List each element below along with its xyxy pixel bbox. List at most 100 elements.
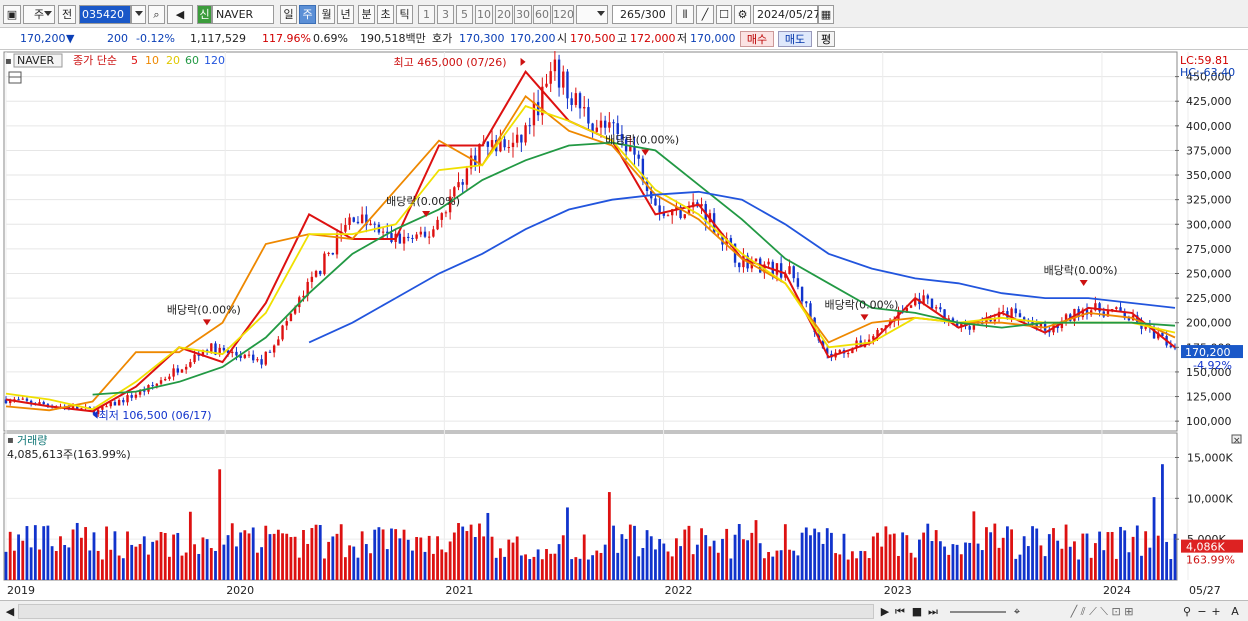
candle-type-icon[interactable]: ⫴ [676,5,694,24]
new-badge[interactable]: 신 [197,5,212,24]
tab-tick[interactable]: 틱 [396,5,413,24]
font-size-icon[interactable]: A [1231,605,1239,618]
interval-custom-select[interactable] [576,5,608,24]
tab-second[interactable]: 초 [377,5,394,24]
volume-bar [151,541,155,580]
candle-body [164,379,167,381]
volume-bar [163,533,167,580]
volume-bar [444,552,448,580]
candle-body [574,93,578,105]
volume-bar [67,547,71,580]
draw-tool-icon[interactable]: ╱ [696,5,714,24]
candle-body [968,326,971,330]
stop-icon[interactable]: ■ [911,605,923,618]
interval-3[interactable]: 3 [437,5,454,24]
volume-bar [71,529,75,580]
candle-body [235,351,238,356]
interval-30[interactable]: 30 [514,5,532,24]
interval-5[interactable]: 5 [456,5,473,24]
volume-bar [658,539,662,580]
candle-body [453,187,456,197]
volume-bar [645,530,649,580]
interval-120[interactable]: 120 [552,5,574,24]
volume-bar [264,525,268,580]
calendar-icon[interactable]: ▦ [818,5,834,24]
crosshair-icon[interactable]: ⌖ [1013,605,1021,618]
zoom-slider[interactable] [948,604,1008,619]
tab-year[interactable]: 년 [337,5,354,24]
stock-name-field[interactable]: NAVER [212,5,274,24]
tab-minute[interactable]: 분 [358,5,375,24]
horizontal-scrollbar[interactable] [18,604,874,619]
volume-bar [804,527,808,580]
tab-week[interactable]: 주 [299,5,316,24]
sound-icon[interactable]: ◀ [167,5,193,24]
candle-body [725,238,728,245]
sell-button[interactable]: 매도 [778,31,812,47]
volume-bar [595,550,599,580]
legend-title: 종가 단순 [73,54,117,67]
evaluate-button[interactable]: 평 [817,31,835,47]
forward-icon[interactable]: ⏭ [928,605,938,618]
volume-bar [1123,530,1127,580]
drawing-tools-icon[interactable]: ╱ ⫽ ⟋ ⟍ ⊡ ⊞ [1070,605,1134,618]
volume-ratio: 117.96% [262,32,311,45]
candle-body [880,328,883,330]
tab-day[interactable]: 일 [280,5,297,24]
volume-bar [461,526,465,580]
chart-layout-icon[interactable]: ▣ [3,5,21,24]
data-count-field[interactable]: 265/300 [612,5,672,24]
play-icon[interactable]: ▶ [880,605,890,618]
volume-bar [566,507,569,580]
legend-ma-20: 20 [166,54,180,67]
time-axis-label: 2023 [884,584,912,597]
code-dropdown[interactable] [131,5,146,24]
chart-area: 450,000 425,000 400,000 375,000 350,000 325,0… [0,50,1248,600]
zoom-in-icon[interactable]: + [1211,605,1221,618]
candle-body [402,236,406,244]
volume-bar [138,544,142,580]
zoom-out-icon[interactable]: − [1197,605,1207,618]
candle-body [1110,308,1114,311]
rewind-icon[interactable]: ⏮ [895,605,905,618]
volume-bar [846,559,850,580]
volume-bar [905,535,909,580]
period-select[interactable]: 주 [23,5,55,24]
volume-bar [272,533,276,580]
candle-body [583,107,586,109]
volume-bar [783,524,787,580]
volume-bar [214,550,217,580]
zoom-search-icon[interactable]: ⚲ [1182,605,1192,618]
stock-code-input[interactable]: 035420 [79,5,131,24]
buy-button[interactable]: 매수 [740,31,774,47]
high-annotation: 최고 465,000 (07/26) [394,56,507,69]
interval-10[interactable]: 10 [475,5,493,24]
scroll-left-icon[interactable]: ◀ [5,605,15,618]
moving-average-lines [5,70,1176,413]
volume-close-icon[interactable] [1231,434,1242,444]
volume-bar [255,552,259,580]
date-field[interactable]: 2024/05/27 [753,5,820,24]
volume-current: 4,085,613주(163.99%) [7,448,131,461]
gear-icon[interactable]: ⚙ [734,5,751,24]
interval-1[interactable]: 1 [418,5,435,24]
candle-body [792,266,795,279]
volume-bar [302,530,305,580]
search-icon[interactable]: ⌕ [148,5,165,24]
candle-body [876,329,879,337]
candle-body [113,402,117,406]
current-price-label: 170,200 [1185,346,1231,359]
candle-body [1152,327,1156,339]
volume-bar [457,523,460,580]
candle-body [411,237,414,239]
candle-body [423,231,427,237]
volume-bar [637,556,641,580]
checkbox-icon[interactable]: ☐ [716,5,732,24]
candle-body [17,399,20,401]
interval-20[interactable]: 20 [495,5,513,24]
volume-bar [976,543,980,580]
prev-button[interactable]: 전 [58,5,76,24]
tab-month[interactable]: 월 [318,5,335,24]
interval-60[interactable]: 60 [533,5,551,24]
chart-toolbar: ▣ 주 전 035420 ⌕ ◀ 신 NAVER 일 주 월 년 분 초 틱 1… [0,0,1248,28]
